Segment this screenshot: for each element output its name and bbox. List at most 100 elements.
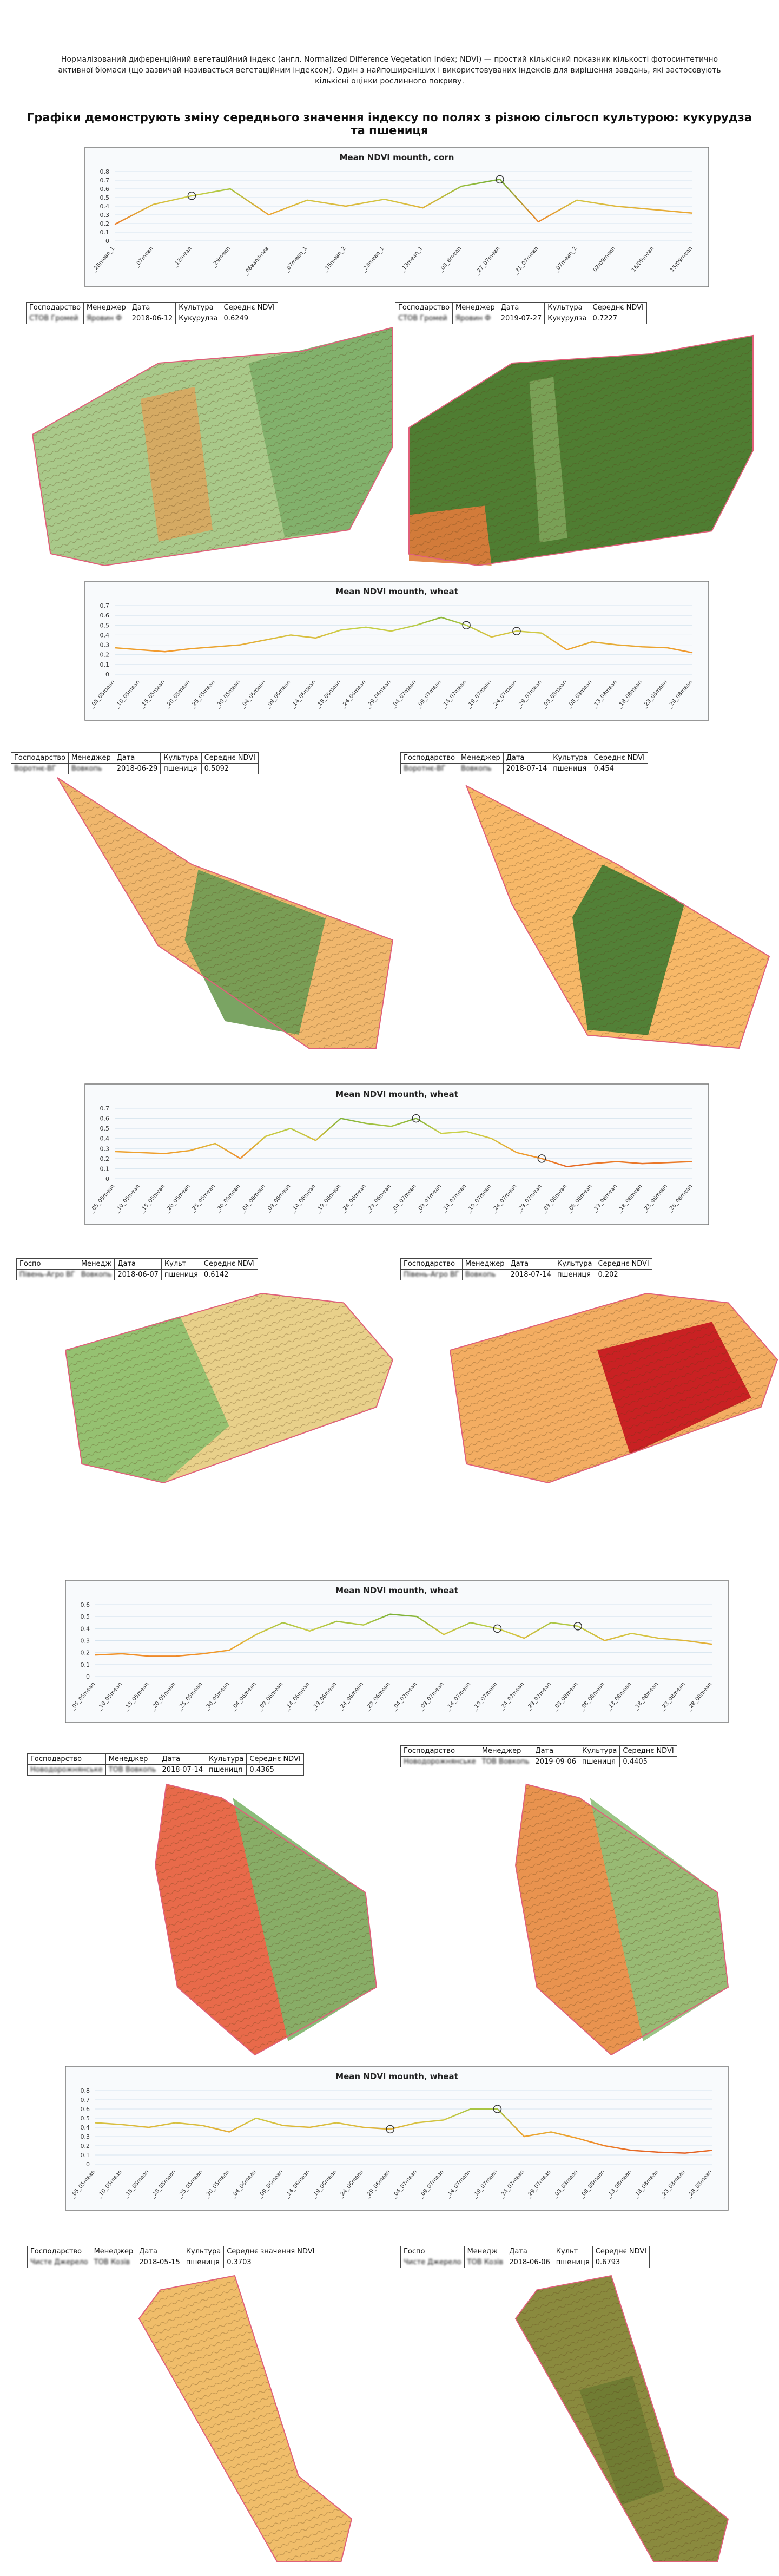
header-cell: Дата [503, 752, 551, 764]
cell: 0.4365 [246, 1764, 304, 1776]
header-cell: Менеджер [478, 1745, 533, 1757]
cell: Яровин Ф [83, 313, 129, 324]
highlight-marker [493, 1624, 502, 1633]
header-cell: Дата [507, 1258, 555, 1270]
cell: пшениця [205, 1764, 247, 1776]
ndvi-line [95, 1613, 712, 1657]
cell: 0.3703 [223, 2257, 318, 2268]
y-tick-label: 0.1 [81, 2152, 90, 2159]
chart-title: Mean NDVI mounth, corn [340, 153, 454, 162]
header-cell: Менеджер [105, 1753, 160, 1765]
info-table: Господарство Менеджер Дата Культура Середнє … [400, 1258, 652, 1280]
cell: Кукурудза [544, 313, 590, 324]
header-cell: Менеджер [458, 752, 504, 764]
chart-title: Mean NDVI mounth, wheat [335, 587, 458, 596]
y-tick-label: 0.5 [81, 1613, 90, 1620]
table-row: Госпо Менедж Дата Культ Середнє NDVI [400, 2246, 650, 2257]
y-tick-label: 0.7 [81, 2097, 90, 2104]
field-contours [514, 2275, 729, 2562]
cell: Воротнє-ВГ [10, 763, 69, 774]
table-row: Чисте Джерело ТОВ Козів 2018-05-15 пшениця 0… [27, 2257, 318, 2268]
table-row: Новодорожнянське ТОВ Вовкопь 2018-07-14 пше… [27, 1764, 304, 1776]
header-cell: Середнє значення NDVI [223, 2246, 318, 2257]
y-tick-label: 0.2 [100, 220, 110, 227]
cell: Чисте Джерело [400, 2257, 465, 2268]
header-cell: Менеджер [461, 1258, 508, 1270]
table-row: Господарство Менеджер Дата Культура Середнє … [400, 752, 648, 764]
y-tick-label: 0.3 [100, 1145, 110, 1152]
field-contours [154, 1783, 378, 2056]
cell: 2018-06-06 [506, 2257, 553, 2268]
field-contours [449, 1292, 778, 1484]
header-cell: Дата [128, 302, 176, 313]
field-contours [138, 2275, 353, 2562]
y-tick-label: 0.5 [100, 1125, 110, 1132]
y-tick-label: 0.7 [100, 177, 110, 184]
y-tick-label: 0 [105, 238, 109, 245]
cell: СТОВ Громей [25, 313, 84, 324]
cell: 2019-09-06 [532, 1756, 579, 1767]
y-tick-label: 0.4 [100, 203, 110, 210]
y-tick-label: 0.6 [100, 186, 110, 193]
info-table: Госпо Менедж Дата Культ Середнє NDVI Півень-А… [16, 1258, 259, 1280]
y-tick-label: 0 [105, 1175, 109, 1182]
header-cell: Середнє NDVI [595, 1258, 652, 1270]
table-row: СТОВ Громей Яровин Ф 2019-07-27 Кукурудза 0.… [394, 313, 647, 324]
ndvi-line [95, 2108, 712, 2154]
cell: пшениця [182, 2257, 225, 2268]
cell: пшениця [552, 2257, 593, 2268]
cell: 2018-07-14 [503, 763, 551, 774]
header-cell: Менеджер [452, 302, 498, 313]
header-cell: Середнє NDVI [590, 752, 648, 764]
header-cell: Менеджер [68, 752, 114, 764]
cell: Яровин Ф [452, 313, 498, 324]
cell: Вовкопь [77, 1269, 115, 1280]
field-contours [31, 326, 393, 567]
header-cell: Менеджер [90, 2246, 137, 2257]
y-tick-label: 0.5 [81, 2115, 90, 2122]
header-cell: Господарство [400, 752, 459, 764]
cell: Вовкопь [68, 763, 114, 774]
highlight-marker [496, 175, 504, 184]
highlight-marker [573, 1622, 582, 1631]
header-cell: Господарство [400, 1745, 479, 1757]
cell: Новодорожнянське [27, 1764, 106, 1776]
table-row: Господарство Менеджер Дата Культура Середнє … [10, 752, 259, 764]
table-row: Чисте Джерело ТОВ Козів 2018-06-06 пшениця 0… [400, 2257, 650, 2268]
highlight-marker [412, 1114, 420, 1123]
header-cell: Середнє NDVI [220, 302, 278, 313]
header-cell: Середнє NDVI [589, 302, 647, 313]
highlight-marker [493, 2105, 502, 2113]
header-cell: Культура [554, 1258, 596, 1270]
y-tick-label: 0.4 [81, 1625, 90, 1632]
info-table: Господарство Менеджер Дата Культура Середнє … [27, 2246, 318, 2268]
header-cell: Культура [578, 1745, 620, 1757]
cell: Півень-Агро ВГ [16, 1269, 78, 1280]
field-contours [64, 1292, 394, 1484]
cell: 2018-06-29 [113, 763, 161, 774]
field-contours [514, 1783, 729, 2056]
highlight-marker [512, 627, 521, 635]
header-cell: Дата [532, 1745, 579, 1757]
table-row: Воротнє-ВГ Вовкопь 2018-07-14 пшениця 0.454 [400, 763, 648, 774]
cell: СТОВ Громей [394, 313, 453, 324]
header-cell: Господарство [25, 302, 84, 313]
y-tick-label: 0.3 [100, 642, 110, 649]
cell: пшениця [161, 1269, 201, 1280]
cell: Воротнє-ВГ [400, 763, 459, 774]
cell: ТОВ Козів [464, 2257, 507, 2268]
field-contours [408, 334, 754, 567]
y-tick-label: 0.8 [81, 2087, 90, 2094]
cell: 2018-06-07 [114, 1269, 162, 1280]
header-cell: Культура [160, 752, 202, 764]
y-tick-label: 0.4 [100, 1135, 110, 1142]
chart-frame [84, 1083, 709, 1225]
table-row: Півень-Агро ВГ Вовкопь 2018-07-14 пшениця 0.… [400, 1269, 652, 1280]
header-cell: Господарство [27, 1753, 106, 1765]
table-row: Господарство Менеджер Дата Культура Середнє … [400, 1258, 652, 1270]
cell: пшениця [550, 763, 591, 774]
info-table: Господарство Менеджер Дата Культура Середнє … [394, 302, 647, 324]
header-cell: Господарство [10, 752, 69, 764]
table-row: СТОВ Громей Яровин Ф 2018-06-12 Кукурудза 0.… [25, 313, 278, 324]
header-cell: Культура [175, 302, 221, 313]
